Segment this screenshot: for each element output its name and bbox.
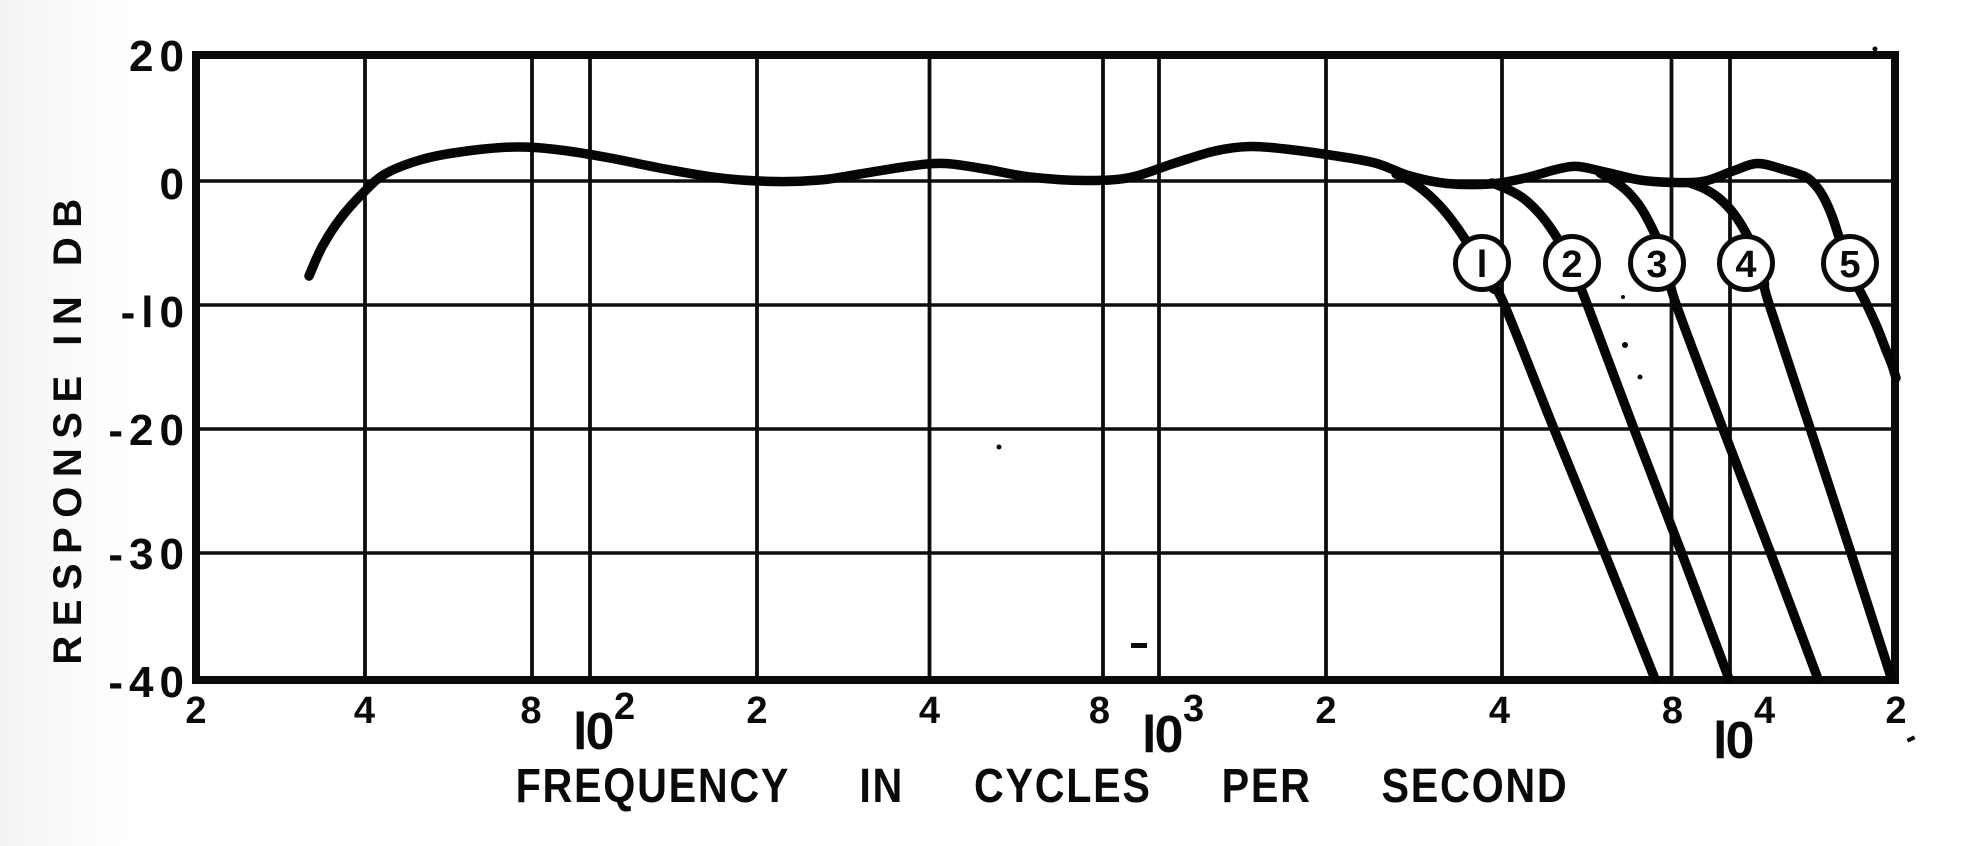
svg-text:l0: l0 (1142, 706, 1181, 764)
svg-text:FREQUENCY IN CYCLES PER SECOND: FREQUENCY IN CYCLES PER SECOND (516, 759, 1569, 813)
svg-text:4: 4 (919, 690, 940, 732)
svg-text:3: 3 (1183, 688, 1204, 730)
svg-text:4: 4 (354, 690, 375, 732)
svg-text:4: 4 (1754, 690, 1775, 732)
svg-text:2: 2 (1315, 690, 1336, 732)
svg-text:RESPONSE IN DB: RESPONSE IN DB (46, 189, 90, 664)
svg-text:8: 8 (1089, 690, 1110, 732)
svg-text:2: 2 (614, 686, 635, 728)
svg-text:20: 20 (129, 32, 190, 81)
svg-text:l: l (1477, 244, 1488, 286)
svg-text:4: 4 (1489, 690, 1510, 732)
svg-text:2: 2 (1885, 690, 1906, 732)
svg-text:4: 4 (1735, 244, 1756, 286)
svg-text:3: 3 (1646, 244, 1667, 286)
svg-text:8: 8 (1662, 690, 1683, 732)
svg-text:-30: -30 (108, 530, 190, 579)
svg-text:l0: l0 (573, 703, 612, 761)
svg-text:2: 2 (746, 690, 767, 732)
svg-text:-40: -40 (108, 658, 190, 707)
svg-text:2: 2 (185, 690, 206, 732)
svg-text:0: 0 (160, 160, 190, 209)
svg-text:8: 8 (520, 690, 541, 732)
svg-text:2: 2 (1561, 244, 1582, 286)
svg-text:5: 5 (1839, 244, 1860, 286)
svg-text:-20: -20 (108, 406, 190, 455)
svg-text:-l0: -l0 (121, 288, 190, 337)
svg-text:l0: l0 (1713, 712, 1752, 770)
